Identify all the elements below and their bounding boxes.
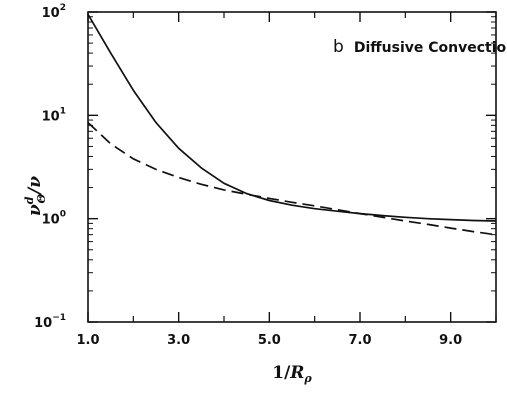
svg-text:νdΘ/ν: νdΘ/ν [23, 176, 48, 216]
x-axis-label: 1/Rρ [272, 363, 312, 385]
panel-annotation: b Diffusive Convection [333, 37, 507, 57]
x-tick-label: 5.0 [258, 333, 281, 348]
y-tick-label: 10−1 [34, 313, 66, 331]
x-axis-label-base: 1/ [272, 363, 291, 383]
plot-frame [87, 11, 497, 323]
y-tick-label: 101 [42, 106, 66, 124]
x-axis-label-var: R [289, 363, 304, 383]
axis-ticks [87, 11, 497, 323]
panel-title: Diffusive Convection [354, 40, 507, 56]
x-tick-label: 3.0 [167, 333, 190, 348]
y-axis-label: νdΘ/ν [23, 176, 48, 216]
y-axis-label-sup: d [23, 196, 36, 204]
x-tick-label: 7.0 [348, 333, 371, 348]
y-axis-label-sub: Θ [35, 194, 48, 204]
x-tick-label: 9.0 [439, 333, 462, 348]
series-line-solid [87, 13, 497, 222]
panel-letter: b [333, 37, 344, 57]
y-axis-label-var: ν [25, 204, 45, 216]
series-layer [87, 13, 497, 236]
tick-labels: 1.0 3.0 5.0 7.0 9.0 102 101 100 10−1 [34, 3, 462, 348]
x-tick-label: 1.0 [76, 333, 99, 348]
y-axis-label-rest: /ν [25, 176, 45, 196]
x-axis-label-sub: ρ [303, 372, 312, 385]
y-tick-label: 102 [42, 3, 66, 21]
y-tick-label: 100 [42, 210, 66, 228]
series-line-dashed [87, 121, 497, 236]
